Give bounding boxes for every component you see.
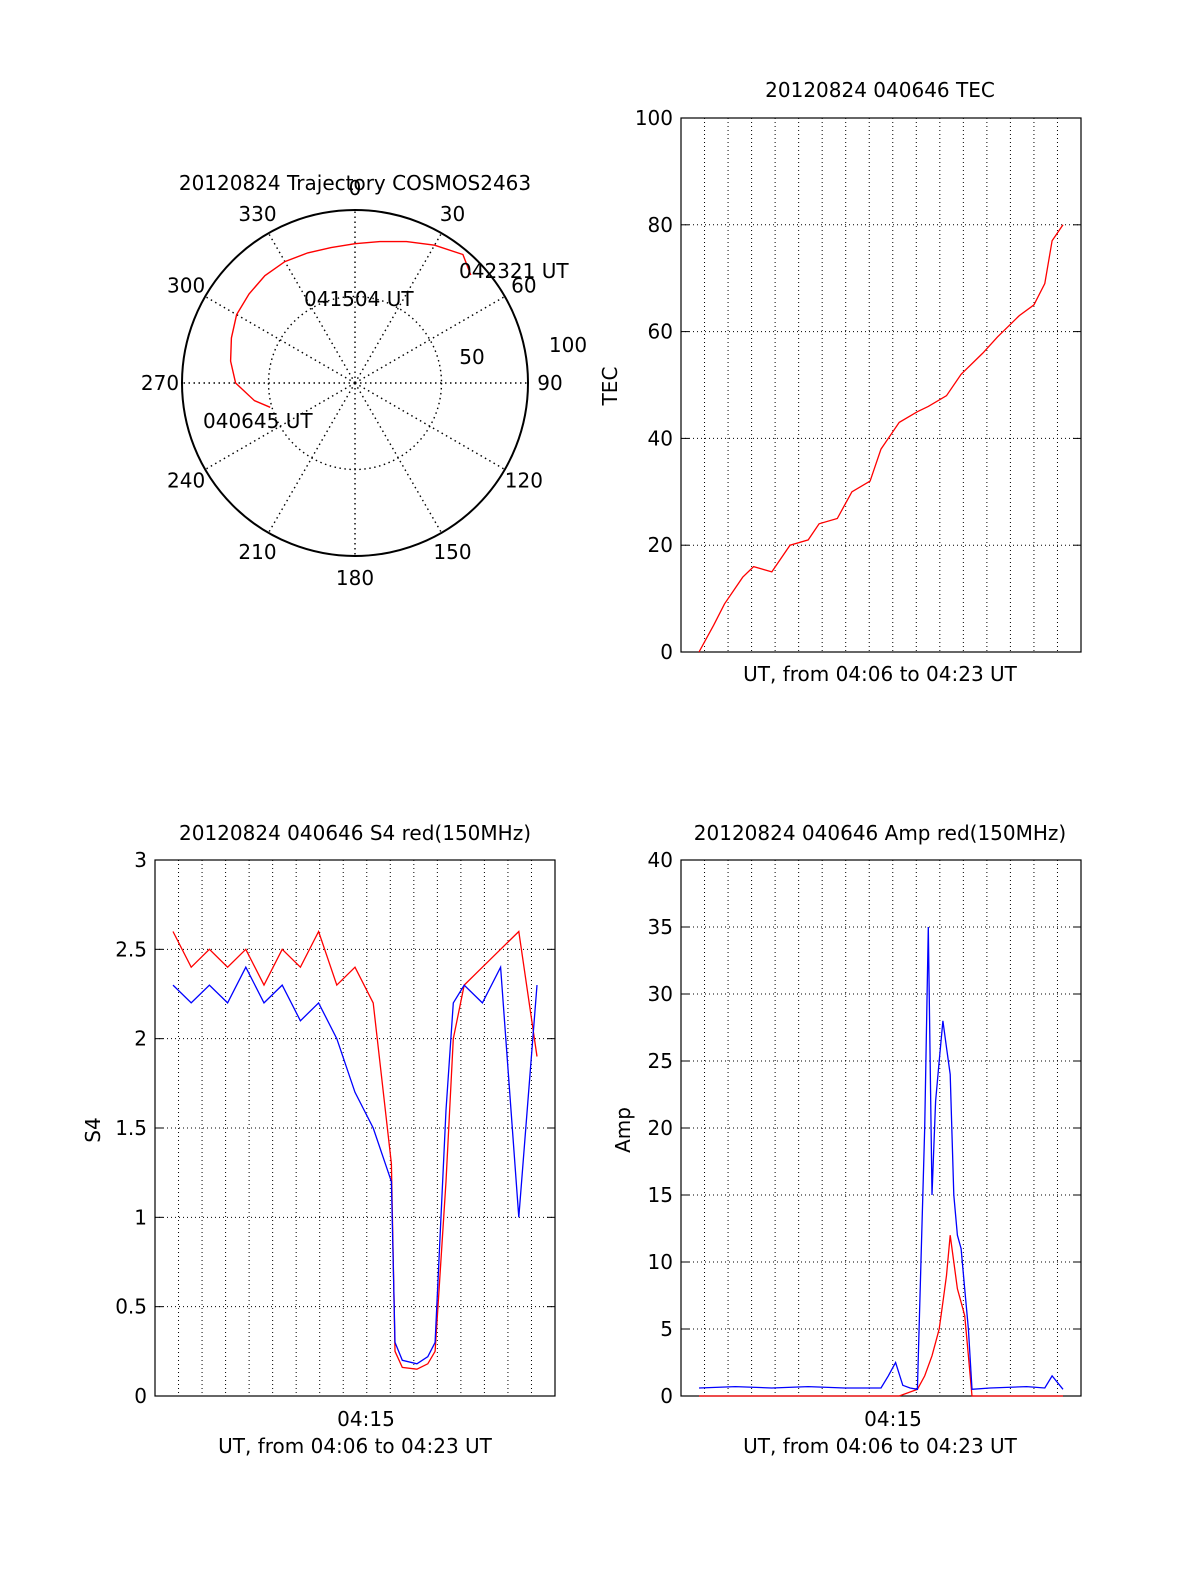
series-line-blue	[698, 926, 1064, 1391]
y-tick-label: 40	[648, 426, 673, 450]
y-tick-label: 2.5	[115, 937, 147, 961]
trajectory-line	[229, 240, 472, 408]
s4-yticks: 0 0.5 1 1.5 2 2.5 3	[115, 848, 555, 1408]
s4-xlabel: UT, from 04:06 to 04:23 UT	[218, 1434, 493, 1458]
y-tick-label: 0	[660, 640, 673, 664]
tec-ylabel: TEC	[598, 367, 622, 407]
tec-panel: 20120824 040646 TEC TEC UT, from 04:06 t…	[598, 78, 1082, 686]
s4-panel: 20120824 040646 S4 red(150MHz) S4 04:15 …	[81, 821, 556, 1458]
polar-angle-tick-label: 60	[511, 274, 536, 298]
y-tick-label: 0.5	[115, 1295, 147, 1319]
polar-angle-tick-label: 270	[141, 371, 179, 395]
polar-spoke	[267, 382, 356, 534]
y-tick-label: 0	[134, 1384, 147, 1408]
amp-grid	[680, 859, 1082, 1397]
polar-angle-tick-label: 240	[167, 469, 205, 493]
series-line-blue	[172, 964, 538, 1365]
amp-series	[698, 926, 1064, 1397]
y-tick-label: 40	[648, 848, 673, 872]
y-tick-label: 2	[134, 1027, 147, 1051]
annotation-end-time: 042321 UT	[459, 259, 569, 283]
y-tick-label: 25	[648, 1049, 673, 1073]
polar-spoke	[354, 382, 506, 471]
trajectory-polar-panel: 20120824 Trajectory COSMOS2463 0 30 60 90 12…	[141, 171, 587, 590]
y-tick-label: 15	[648, 1183, 673, 1207]
amp-yticks: 0 5 10 15 20 25 30 35 40	[648, 848, 1081, 1408]
annotation-mid-time: 041504 UT	[304, 287, 414, 311]
tec-title: 20120824 040646 TEC	[765, 78, 995, 102]
s4-xtick-label: 04:15	[337, 1407, 395, 1431]
polar-spoke	[204, 295, 356, 384]
polar-spoke	[204, 382, 356, 471]
polar-angle-tick-label: 210	[238, 540, 276, 564]
amp-ylabel: Amp	[611, 1107, 635, 1153]
polar-angle-tick-label: 300	[167, 274, 205, 298]
polar-grid	[181, 209, 529, 557]
polar-angle-ticks: 0 30 60 90 120 150 180 210 240 270 300 330	[141, 176, 563, 590]
polar-angle-tick-label: 120	[505, 469, 543, 493]
radius-label-100: 100	[549, 333, 587, 357]
polar-angle-tick-label: 150	[433, 540, 471, 564]
amp-title: 20120824 040646 Amp red(150MHz)	[694, 821, 1066, 845]
trajectory-title: 20120824 Trajectory COSMOS2463	[179, 171, 531, 195]
s4-series	[172, 929, 538, 1370]
y-tick-label: 35	[648, 915, 673, 939]
polar-angle-tick-label: 330	[238, 202, 276, 226]
tec-xlabel: UT, from 04:06 to 04:23 UT	[743, 662, 1018, 686]
y-tick-label: 20	[648, 533, 673, 557]
trajectory-series	[229, 240, 472, 408]
s4-grid	[154, 859, 556, 1397]
y-tick-label: 1	[134, 1205, 147, 1229]
y-tick-label: 20	[648, 1116, 673, 1140]
polar-angle-tick-label: 30	[440, 202, 465, 226]
y-tick-label: 1.5	[115, 1116, 147, 1140]
amp-panel: 20120824 040646 Amp red(150MHz) Amp 04:1…	[611, 821, 1082, 1458]
tec-series	[698, 224, 1064, 653]
y-tick-label: 3	[134, 848, 147, 872]
polar-spoke	[267, 232, 356, 384]
polar-outer-ring	[181, 209, 529, 557]
y-tick-label: 100	[635, 106, 673, 130]
y-tick-label: 60	[648, 320, 673, 344]
y-tick-label: 10	[648, 1250, 673, 1274]
amp-xlabel: UT, from 04:06 to 04:23 UT	[743, 1434, 1018, 1458]
series-line-red	[699, 1235, 1063, 1397]
y-tick-label: 80	[648, 213, 673, 237]
y-tick-label: 30	[648, 982, 673, 1006]
tec-yticks: 0 20 40 60 80 100	[635, 106, 1081, 664]
polar-angle-tick-label: 90	[537, 371, 562, 395]
series-line-red	[698, 224, 1064, 653]
polar-angle-tick-label: 0	[349, 176, 362, 200]
polar-angle-tick-label: 180	[336, 566, 374, 590]
amp-xtick-label: 04:15	[864, 1407, 922, 1431]
polar-spoke	[354, 295, 506, 384]
y-tick-label: 5	[660, 1317, 673, 1341]
polar-spoke	[354, 382, 443, 534]
s4-ylabel: S4	[81, 1117, 105, 1142]
polar-spoke	[354, 232, 443, 384]
annotation-start-time: 040645 UT	[203, 409, 313, 433]
tec-grid	[680, 117, 1082, 653]
plot-frame	[680, 117, 1082, 653]
radius-label-50: 50	[459, 345, 484, 369]
y-tick-label: 0	[660, 1384, 673, 1408]
s4-title: 20120824 040646 S4 red(150MHz)	[179, 821, 531, 845]
